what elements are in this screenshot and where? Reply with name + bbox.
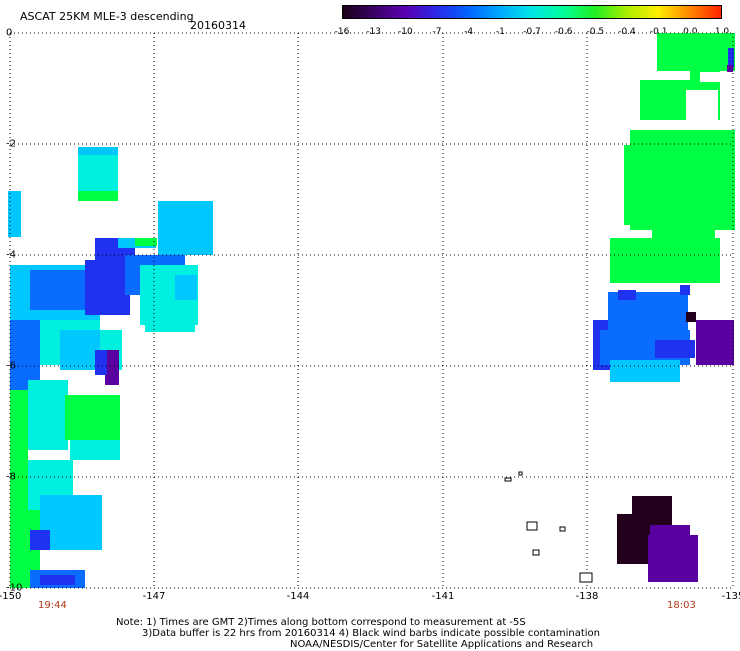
swath-cell	[105, 350, 119, 385]
swath-cell	[40, 575, 75, 585]
colorbar-tick-label: 0.0	[683, 27, 698, 37]
x-tick-label: -138	[575, 591, 599, 602]
swath-cell	[70, 440, 120, 460]
island-outline	[579, 572, 593, 583]
x-tick-label: -150	[0, 591, 22, 602]
y-tick-label: -6	[6, 360, 16, 372]
swath-cell	[686, 312, 696, 322]
x-tick-label: -135	[721, 591, 740, 602]
colorbar-tick-label: -0.6	[554, 27, 573, 37]
swath-cell	[650, 225, 715, 245]
colorbar-tick-label: -7	[432, 27, 442, 37]
x-tick-label: -144	[286, 591, 310, 602]
colorbar-tick-label: -1	[495, 27, 505, 37]
swath-cell	[680, 285, 690, 295]
y-tick-label: -2	[6, 138, 16, 150]
swath-cell	[648, 535, 698, 582]
swath-cell	[624, 145, 644, 225]
swath-cell	[8, 191, 21, 237]
swath-cell	[175, 275, 197, 300]
swath-cell	[655, 340, 695, 358]
colorbar-tick-label: -0.7	[523, 27, 541, 37]
swath-cell	[78, 147, 118, 155]
colorbar-tick-label: -0.4	[618, 27, 636, 37]
island-outline	[526, 521, 538, 531]
swath-cell	[60, 330, 100, 370]
map-date: 20160314	[190, 19, 246, 32]
swath-cell	[78, 191, 118, 201]
swath-cell	[85, 260, 130, 315]
swath-cell	[10, 320, 40, 390]
swath-cell	[630, 130, 735, 230]
no-data-gap	[624, 230, 652, 238]
swath-cell	[40, 495, 102, 550]
colorbar-tick-label: 1.0	[714, 27, 730, 37]
swath-cell	[727, 65, 733, 75]
y-tick-label: -10	[6, 582, 23, 594]
map-title: ASCAT 25KM MLE-3 descending	[20, 10, 194, 23]
y-tick-label: -8	[6, 471, 16, 483]
island-outline	[504, 477, 512, 482]
swath-cell	[135, 238, 157, 246]
no-data-gap	[700, 72, 733, 82]
swath-cell	[145, 318, 195, 332]
note-line-1: Note: 1) Times are GMT 2)Times along bot…	[116, 617, 526, 628]
colorbar-tick-label: -13	[366, 27, 382, 37]
note-line-3: NOAA/NESDIS/Center for Satellite Applica…	[290, 639, 594, 650]
swath-cell	[10, 570, 35, 588]
colorbar-tick-label: -16	[334, 27, 350, 37]
x-tick-label: -147	[142, 591, 166, 602]
colorbar-tick-label: -4	[464, 27, 474, 37]
island-outline	[532, 549, 540, 556]
swath-cell	[78, 155, 118, 191]
time-left: 19:44	[38, 600, 67, 611]
colorbar	[342, 5, 722, 19]
swath-cell	[158, 201, 213, 221]
colorbar-tick-label: -0.5	[586, 27, 605, 37]
swath-cell	[95, 350, 107, 375]
y-tick-label: -4	[6, 249, 16, 261]
colorbar-tick-label: -0.1	[649, 27, 668, 37]
swath-cell	[30, 270, 90, 310]
time-right: 18:03	[667, 600, 696, 611]
island-outline	[559, 526, 566, 532]
no-data-gap	[686, 90, 718, 120]
y-tick-label: 0	[6, 27, 13, 39]
swath-cell	[30, 530, 50, 550]
swath-cell	[657, 33, 735, 71]
swath-cell	[610, 360, 680, 382]
swath-cell	[28, 380, 68, 450]
swath-cell	[65, 395, 120, 440]
swath-cell	[610, 238, 720, 283]
note-line-2: 3)Data buffer is 22 hrs from 20160314 4)…	[142, 628, 600, 639]
swath-cell	[618, 290, 636, 300]
swath-cell	[10, 390, 28, 500]
swath-cell	[158, 221, 213, 255]
swath-cell	[728, 48, 734, 68]
no-data-gap	[720, 255, 735, 265]
island-outline	[518, 471, 523, 476]
colorbar-tick-label: -10	[397, 27, 413, 37]
x-tick-label: -141	[431, 591, 455, 602]
swath-cell	[696, 320, 734, 365]
